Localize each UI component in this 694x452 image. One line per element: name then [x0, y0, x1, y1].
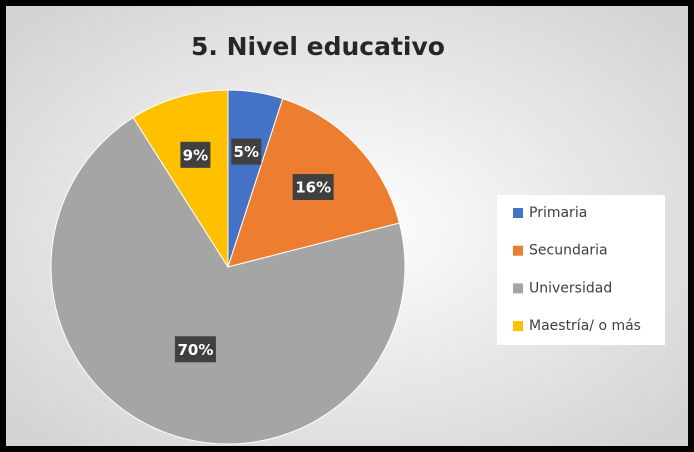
legend-label: Universidad: [529, 280, 612, 296]
legend-marker: [513, 283, 523, 294]
legend-marker: [513, 321, 523, 332]
data-label: 5%: [234, 143, 259, 161]
legend-box: [497, 195, 665, 345]
data-label: 9%: [183, 146, 208, 164]
data-label-box: [292, 174, 334, 201]
legend-marker: [513, 208, 523, 218]
data-label-box: [174, 336, 216, 363]
legend-label: Maestría/ o más: [529, 318, 641, 334]
legend-label: Primaria: [529, 205, 587, 221]
data-label: 70%: [177, 341, 213, 359]
data-label-box: [231, 138, 262, 165]
pie-slice: [50, 116, 406, 445]
data-label-box: [180, 141, 211, 168]
data-label: 16%: [295, 179, 331, 197]
pie-slice: [132, 89, 229, 269]
legend-label: Secundaria: [529, 243, 608, 259]
legend-marker: [513, 245, 523, 256]
chart-title: 5. Nivel educativo: [191, 32, 445, 61]
